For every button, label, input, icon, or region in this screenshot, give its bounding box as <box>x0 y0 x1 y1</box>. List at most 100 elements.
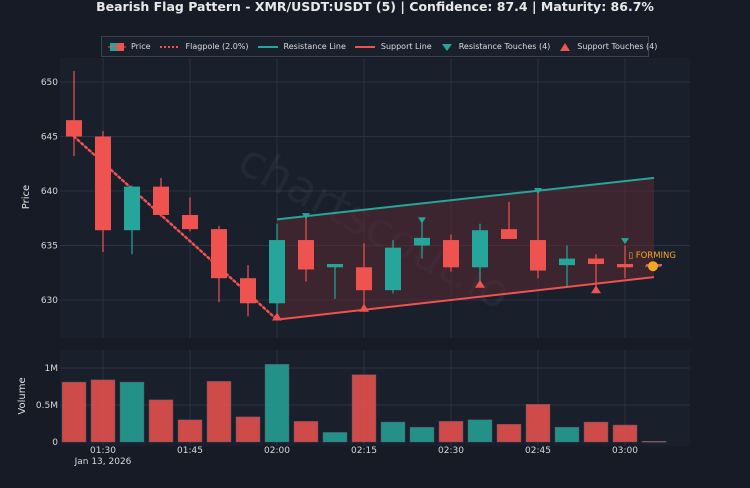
volume-bar <box>322 432 348 443</box>
price-tick-label: 650 <box>41 78 58 88</box>
date-label: Jan 13, 2026 <box>74 457 132 467</box>
chart-title: Bearish Flag Pattern - XMR/USDT:USDT (5)… <box>96 0 654 14</box>
candle <box>530 191 546 279</box>
forming-marker-dot <box>648 261 658 272</box>
candle <box>298 216 314 282</box>
candle <box>240 265 256 317</box>
legend-support-touches-label: Support Touches (4) <box>577 42 658 51</box>
legend: Price Flagpole (2.0%) Resistance Line Su… <box>101 36 657 57</box>
legend-item-support[interactable]: Support Line <box>354 42 432 51</box>
volume-bar <box>293 421 319 443</box>
legend-item-flagpole[interactable]: Flagpole (2.0%) <box>159 42 249 51</box>
triangle-up-icon <box>560 42 571 51</box>
volume-bar <box>438 421 464 443</box>
candle-body <box>327 264 343 268</box>
volume-bar <box>641 441 667 443</box>
candle <box>153 177 169 218</box>
candle <box>327 264 343 299</box>
candle <box>617 245 633 279</box>
candle <box>124 185 140 255</box>
volume-bar <box>264 364 290 443</box>
volume-bar <box>380 421 406 443</box>
price-axis-label: Price <box>21 185 32 209</box>
candle-body <box>472 230 488 268</box>
candle <box>356 243 372 309</box>
resistance-line-icon <box>257 45 278 48</box>
volume-bar <box>235 416 261 443</box>
volume-bar <box>119 381 145 443</box>
support-touch-marker <box>272 312 282 321</box>
legend-flagpole-label: Flagpole (2.0%) <box>185 42 249 51</box>
volume-tick-label: 0 <box>52 438 58 448</box>
candle-body <box>356 267 372 291</box>
candle <box>385 240 401 294</box>
resistance-touch-marker <box>621 238 629 245</box>
resistance-line <box>276 176 655 221</box>
price-tick-label: 630 <box>41 296 58 306</box>
candlestick-icon <box>108 42 126 51</box>
candle-body <box>211 229 227 279</box>
legend-item-resistance[interactable]: Resistance Line <box>257 42 346 51</box>
forming-label: ▯ FORMING <box>628 251 676 261</box>
time-tick-label: 01:30 <box>90 446 116 456</box>
time-tick-label: 02:45 <box>525 446 551 456</box>
candle-body <box>559 258 575 266</box>
support-touch-marker <box>475 279 485 288</box>
candle <box>501 201 517 239</box>
candle-body <box>182 214 198 230</box>
time-tick-label: 02:15 <box>351 446 377 456</box>
candle-body <box>240 278 256 304</box>
time-tick-label: 02:30 <box>438 446 464 456</box>
candle-body <box>95 136 111 231</box>
time-tick-label: 01:45 <box>177 446 203 456</box>
volume-bar <box>409 426 435 443</box>
candle <box>472 223 488 285</box>
legend-resistance-touches-label: Resistance Touches (4) <box>458 42 551 51</box>
volume-bar <box>177 419 203 443</box>
legend-resistance-label: Resistance Line <box>283 42 346 51</box>
legend-item-price[interactable]: Price <box>108 41 151 53</box>
volume-bar <box>583 421 609 443</box>
time-tick-label: 03:00 <box>612 446 638 456</box>
legend-price-label: Price <box>131 42 151 51</box>
support-touch-marker <box>359 303 369 312</box>
volume-bar <box>525 404 551 443</box>
price-tick-label: 645 <box>41 133 58 143</box>
candle <box>443 234 459 272</box>
resistance-touch-marker <box>418 217 426 224</box>
candle <box>66 71 82 157</box>
legend-item-support-touches[interactable]: Support Touches (4) <box>558 42 657 52</box>
support-line <box>276 276 655 321</box>
volume-bar <box>148 399 174 443</box>
candle <box>211 225 227 303</box>
candle <box>414 220 430 259</box>
volume-tick-label: 1M <box>45 364 59 374</box>
candle <box>269 223 285 318</box>
resistance-touch-marker <box>302 213 310 220</box>
legend-item-resistance-touches[interactable]: Resistance Touches (4) <box>440 42 551 52</box>
candle <box>559 245 575 287</box>
candle-body <box>153 186 169 215</box>
dotted-line-icon <box>159 45 180 48</box>
volume-bar <box>206 381 232 443</box>
volume-bar <box>554 426 580 443</box>
candle-body <box>124 186 140 231</box>
candle-body <box>414 237 430 246</box>
candle <box>182 197 198 232</box>
volume-bar <box>612 424 638 443</box>
volume-bar <box>90 379 116 443</box>
resistance-touch-marker <box>534 188 542 194</box>
legend-support-label: Support Line <box>380 42 432 51</box>
support-line-icon <box>354 45 375 48</box>
triangle-down-icon <box>441 43 452 51</box>
volume-bar <box>351 374 377 443</box>
volume-bar <box>496 423 522 443</box>
candle-body <box>298 240 314 270</box>
candle-body <box>588 258 604 265</box>
volume-bar <box>61 381 87 443</box>
time-tick-label: 02:00 <box>264 446 290 456</box>
candle-body <box>385 247 401 291</box>
volume-tick-label: 0.5M <box>36 401 58 411</box>
candle-body <box>269 240 285 304</box>
